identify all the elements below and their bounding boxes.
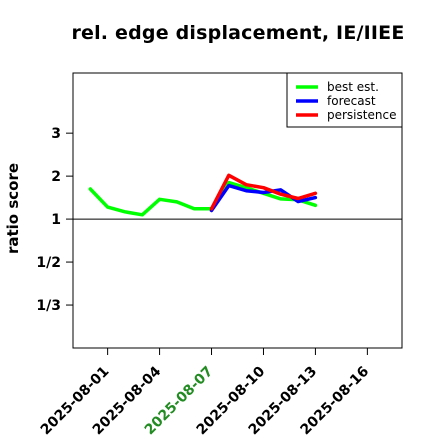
series-line-persistence — [209, 173, 318, 211]
legend-label: forecast — [327, 94, 376, 108]
y-axis-label: ratio score — [4, 163, 22, 254]
y-tick-label: 1/2 — [36, 255, 61, 271]
legend-label: persistence — [327, 108, 396, 122]
chart-title: rel. edge displacement, IE/IIEE — [71, 22, 405, 44]
series-line-forecast — [209, 183, 318, 213]
legend-label: best est. — [327, 80, 379, 94]
y-tick-label: 2 — [51, 169, 61, 185]
y-tick-label: 3 — [51, 126, 61, 142]
plot-frame — [72, 72, 403, 349]
series-line-best-est — [88, 180, 318, 217]
y-tick-label: 1 — [51, 212, 61, 228]
y-tick-label: 1/3 — [36, 298, 61, 314]
